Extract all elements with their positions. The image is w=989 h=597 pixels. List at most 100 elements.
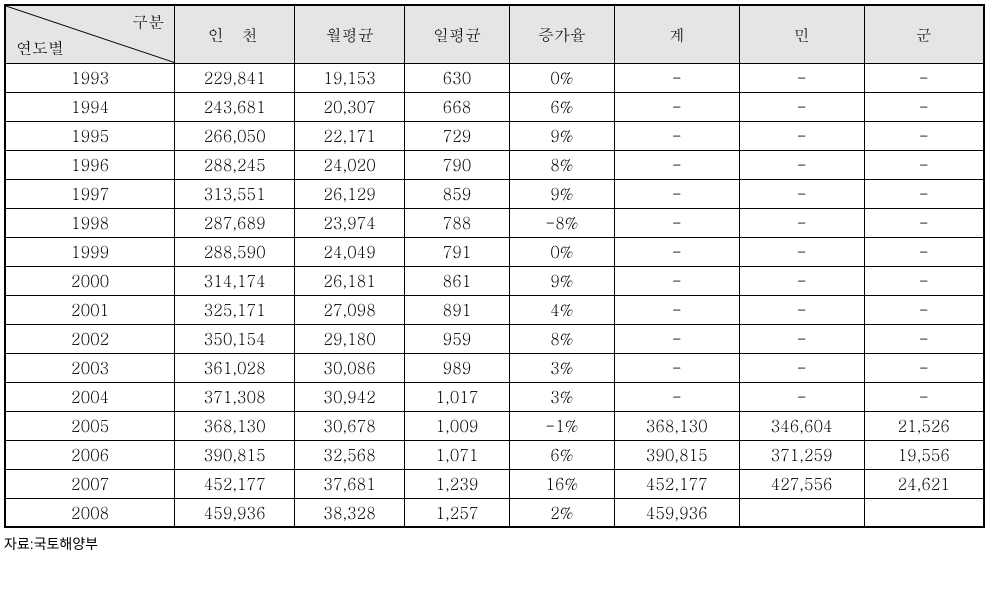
- cell-year: 2000: [5, 266, 175, 295]
- cell-daily: 788: [405, 208, 510, 237]
- cell-year: 1993: [5, 63, 175, 92]
- header-min: 민: [739, 5, 864, 63]
- cell-total: 368,130: [614, 411, 739, 440]
- cell-total: -: [614, 92, 739, 121]
- cell-incheon: 350,154: [175, 324, 295, 353]
- cell-incheon: 266,050: [175, 121, 295, 150]
- table-row: 1994243,68120,3076686%---: [5, 92, 984, 121]
- cell-min: -: [739, 208, 864, 237]
- cell-gun: -: [864, 150, 984, 179]
- cell-year: 1995: [5, 121, 175, 150]
- table-row: 2005368,13030,6781,009-1%368,130346,6042…: [5, 411, 984, 440]
- cell-rate: 2%: [509, 498, 614, 527]
- cell-total: 390,815: [614, 440, 739, 469]
- table-row: 2007452,17737,6811,23916%452,177427,5562…: [5, 469, 984, 498]
- cell-min: -: [739, 92, 864, 121]
- cell-total: 452,177: [614, 469, 739, 498]
- cell-min: [739, 498, 864, 527]
- cell-total: -: [614, 237, 739, 266]
- cell-year: 1994: [5, 92, 175, 121]
- header-row: 구분 연도별 인천 월평균 일평균 증가율 계 민 군: [5, 5, 984, 63]
- cell-total: -: [614, 324, 739, 353]
- cell-rate: 9%: [509, 266, 614, 295]
- cell-incheon: 390,815: [175, 440, 295, 469]
- cell-total: -: [614, 63, 739, 92]
- header-incheon: 인천: [175, 5, 295, 63]
- cell-rate: 16%: [509, 469, 614, 498]
- cell-monthly: 27,098: [295, 295, 405, 324]
- cell-incheon: 459,936: [175, 498, 295, 527]
- header-col-label: 구분: [132, 10, 164, 33]
- table-row: 2004371,30830,9421,0173%---: [5, 382, 984, 411]
- cell-gun: -: [864, 121, 984, 150]
- header-row-label: 연도별: [16, 36, 64, 59]
- cell-incheon: 288,245: [175, 150, 295, 179]
- cell-rate: 4%: [509, 295, 614, 324]
- table-head: 구분 연도별 인천 월평균 일평균 증가율 계 민 군: [5, 5, 984, 63]
- cell-rate: -8%: [509, 208, 614, 237]
- cell-gun: [864, 498, 984, 527]
- cell-min: 346,604: [739, 411, 864, 440]
- cell-gun: 21,526: [864, 411, 984, 440]
- cell-year: 1996: [5, 150, 175, 179]
- source-note: 자료:국토해양부: [4, 534, 985, 554]
- cell-incheon: 368,130: [175, 411, 295, 440]
- table-row: 1993229,84119,1536300%---: [5, 63, 984, 92]
- cell-incheon: 243,681: [175, 92, 295, 121]
- cell-total: -: [614, 208, 739, 237]
- cell-total: -: [614, 179, 739, 208]
- table-row: 1998287,68923,974788-8%---: [5, 208, 984, 237]
- cell-rate: 6%: [509, 440, 614, 469]
- cell-gun: 19,556: [864, 440, 984, 469]
- cell-rate: 9%: [509, 179, 614, 208]
- cell-gun: -: [864, 237, 984, 266]
- cell-monthly: 38,328: [295, 498, 405, 527]
- cell-min: -: [739, 179, 864, 208]
- cell-monthly: 23,974: [295, 208, 405, 237]
- cell-daily: 668: [405, 92, 510, 121]
- cell-min: -: [739, 295, 864, 324]
- cell-monthly: 24,049: [295, 237, 405, 266]
- cell-gun: -: [864, 208, 984, 237]
- table-container: 구분 연도별 인천 월평균 일평균 증가율 계 민 군 1993229,8411…: [4, 4, 985, 554]
- cell-year: 2004: [5, 382, 175, 411]
- cell-rate: 3%: [509, 382, 614, 411]
- header-daily: 일평균: [405, 5, 510, 63]
- cell-year: 2003: [5, 353, 175, 382]
- table-body: 1993229,84119,1536300%---1994243,68120,3…: [5, 63, 984, 527]
- cell-total: -: [614, 150, 739, 179]
- cell-min: 371,259: [739, 440, 864, 469]
- cell-incheon: 361,028: [175, 353, 295, 382]
- cell-daily: 1,017: [405, 382, 510, 411]
- cell-min: -: [739, 353, 864, 382]
- cell-monthly: 30,086: [295, 353, 405, 382]
- cell-incheon: 452,177: [175, 469, 295, 498]
- cell-gun: -: [864, 353, 984, 382]
- table-row: 2002350,15429,1809598%---: [5, 324, 984, 353]
- cell-daily: 630: [405, 63, 510, 92]
- cell-daily: 1,009: [405, 411, 510, 440]
- table-row: 2001325,17127,0988914%---: [5, 295, 984, 324]
- cell-monthly: 24,020: [295, 150, 405, 179]
- cell-min: 427,556: [739, 469, 864, 498]
- cell-daily: 729: [405, 121, 510, 150]
- cell-gun: 24,621: [864, 469, 984, 498]
- cell-incheon: 313,551: [175, 179, 295, 208]
- header-total: 계: [614, 5, 739, 63]
- cell-daily: 790: [405, 150, 510, 179]
- cell-min: -: [739, 266, 864, 295]
- cell-year: 2008: [5, 498, 175, 527]
- cell-monthly: 19,153: [295, 63, 405, 92]
- cell-min: -: [739, 150, 864, 179]
- cell-monthly: 30,678: [295, 411, 405, 440]
- cell-monthly: 22,171: [295, 121, 405, 150]
- cell-year: 1999: [5, 237, 175, 266]
- table-row: 2006390,81532,5681,0716%390,815371,25919…: [5, 440, 984, 469]
- cell-gun: -: [864, 63, 984, 92]
- table-row: 2003361,02830,0869893%---: [5, 353, 984, 382]
- table-row: 2000314,17426,1818619%---: [5, 266, 984, 295]
- cell-min: -: [739, 63, 864, 92]
- cell-year: 2005: [5, 411, 175, 440]
- cell-min: -: [739, 121, 864, 150]
- table-row: 1997313,55126,1298599%---: [5, 179, 984, 208]
